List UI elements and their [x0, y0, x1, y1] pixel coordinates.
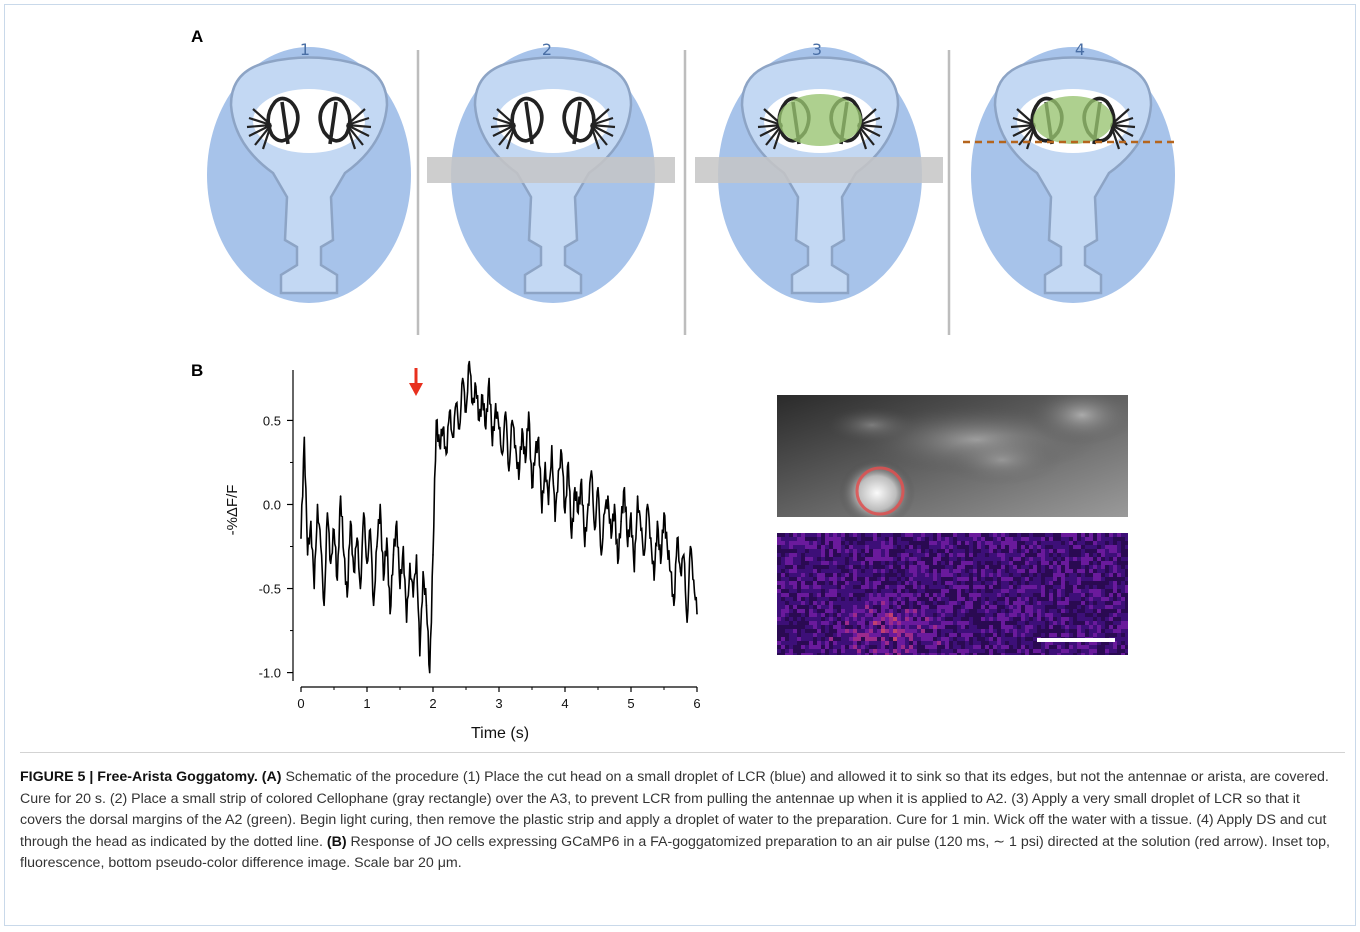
- pseudo-color-inset: [777, 533, 1128, 655]
- y-tick-label: -0.5: [259, 582, 281, 597]
- stimulus-arrow-marker: [409, 368, 423, 396]
- x-tick-label: 5: [627, 696, 634, 711]
- step-4-lcr-droplet: [1033, 96, 1113, 144]
- response-trace-line: [300, 361, 698, 673]
- step-number-2: 2: [542, 40, 552, 59]
- figure-label: FIGURE 5 | Free-Arista Goggatomy.: [20, 769, 258, 785]
- response-trace-chart: 0 1 2 3 4 5 6 0.5 0.0 -0.5 -1.0 Time (s) -%ΔF/F: [224, 360, 701, 742]
- y-tick-label: -1.0: [259, 666, 281, 681]
- stimulus-arrow-head: [409, 383, 423, 396]
- roi-circle: [855, 466, 905, 516]
- step-number-1: 1: [300, 40, 310, 59]
- caption-b-text: Response of JO cells expressing GCaMP6 i…: [20, 833, 1330, 872]
- x-tick-label: 6: [693, 696, 700, 711]
- panel-a-label: A: [191, 27, 204, 46]
- panel-a-schematic: 1 2 3 4: [205, 40, 1177, 335]
- caption-b-label: (B): [326, 833, 347, 850]
- figure-frame: 1 2 3 4 A B 0 1 2 3 4 5 6 0.5 0.0 -0.5 -1.0 Time (…: [4, 4, 1356, 926]
- panel-b-label: B: [191, 361, 204, 380]
- chart-ticks: 0 1 2 3 4 5 6 0.5 0.0 -0.5 -1.0: [259, 413, 701, 711]
- x-tick-label: 0: [297, 696, 304, 711]
- x-tick-label: 3: [495, 696, 502, 711]
- step-number-3: 3: [812, 40, 822, 59]
- fluorescence-inset: [777, 395, 1128, 517]
- x-tick-label: 1: [363, 696, 370, 711]
- step-number-4: 4: [1075, 40, 1085, 59]
- step-4-head: [969, 45, 1177, 305]
- caption-a-text: Schematic of the procedure (1) Place the…: [20, 769, 1329, 850]
- step-2-cellophane-strip: [427, 157, 675, 183]
- caption-a-label: (A): [261, 769, 282, 785]
- y-tick-label: 0.0: [263, 497, 281, 512]
- y-tick-label: 0.5: [263, 413, 281, 428]
- step-3-cellophane-strip: [695, 157, 943, 183]
- chart-data-points: [300, 360, 698, 674]
- x-tick-label: 4: [561, 696, 568, 711]
- figure-caption: FIGURE 5 | Free-Arista Goggatomy. (A) Sc…: [20, 752, 1345, 875]
- step-1-head: [205, 45, 413, 305]
- x-axis-label: Time (s): [471, 725, 529, 742]
- x-tick-label: 2: [429, 696, 436, 711]
- y-axis-label: -%ΔF/F: [224, 485, 241, 536]
- step-3-lcr-droplet: [778, 94, 862, 146]
